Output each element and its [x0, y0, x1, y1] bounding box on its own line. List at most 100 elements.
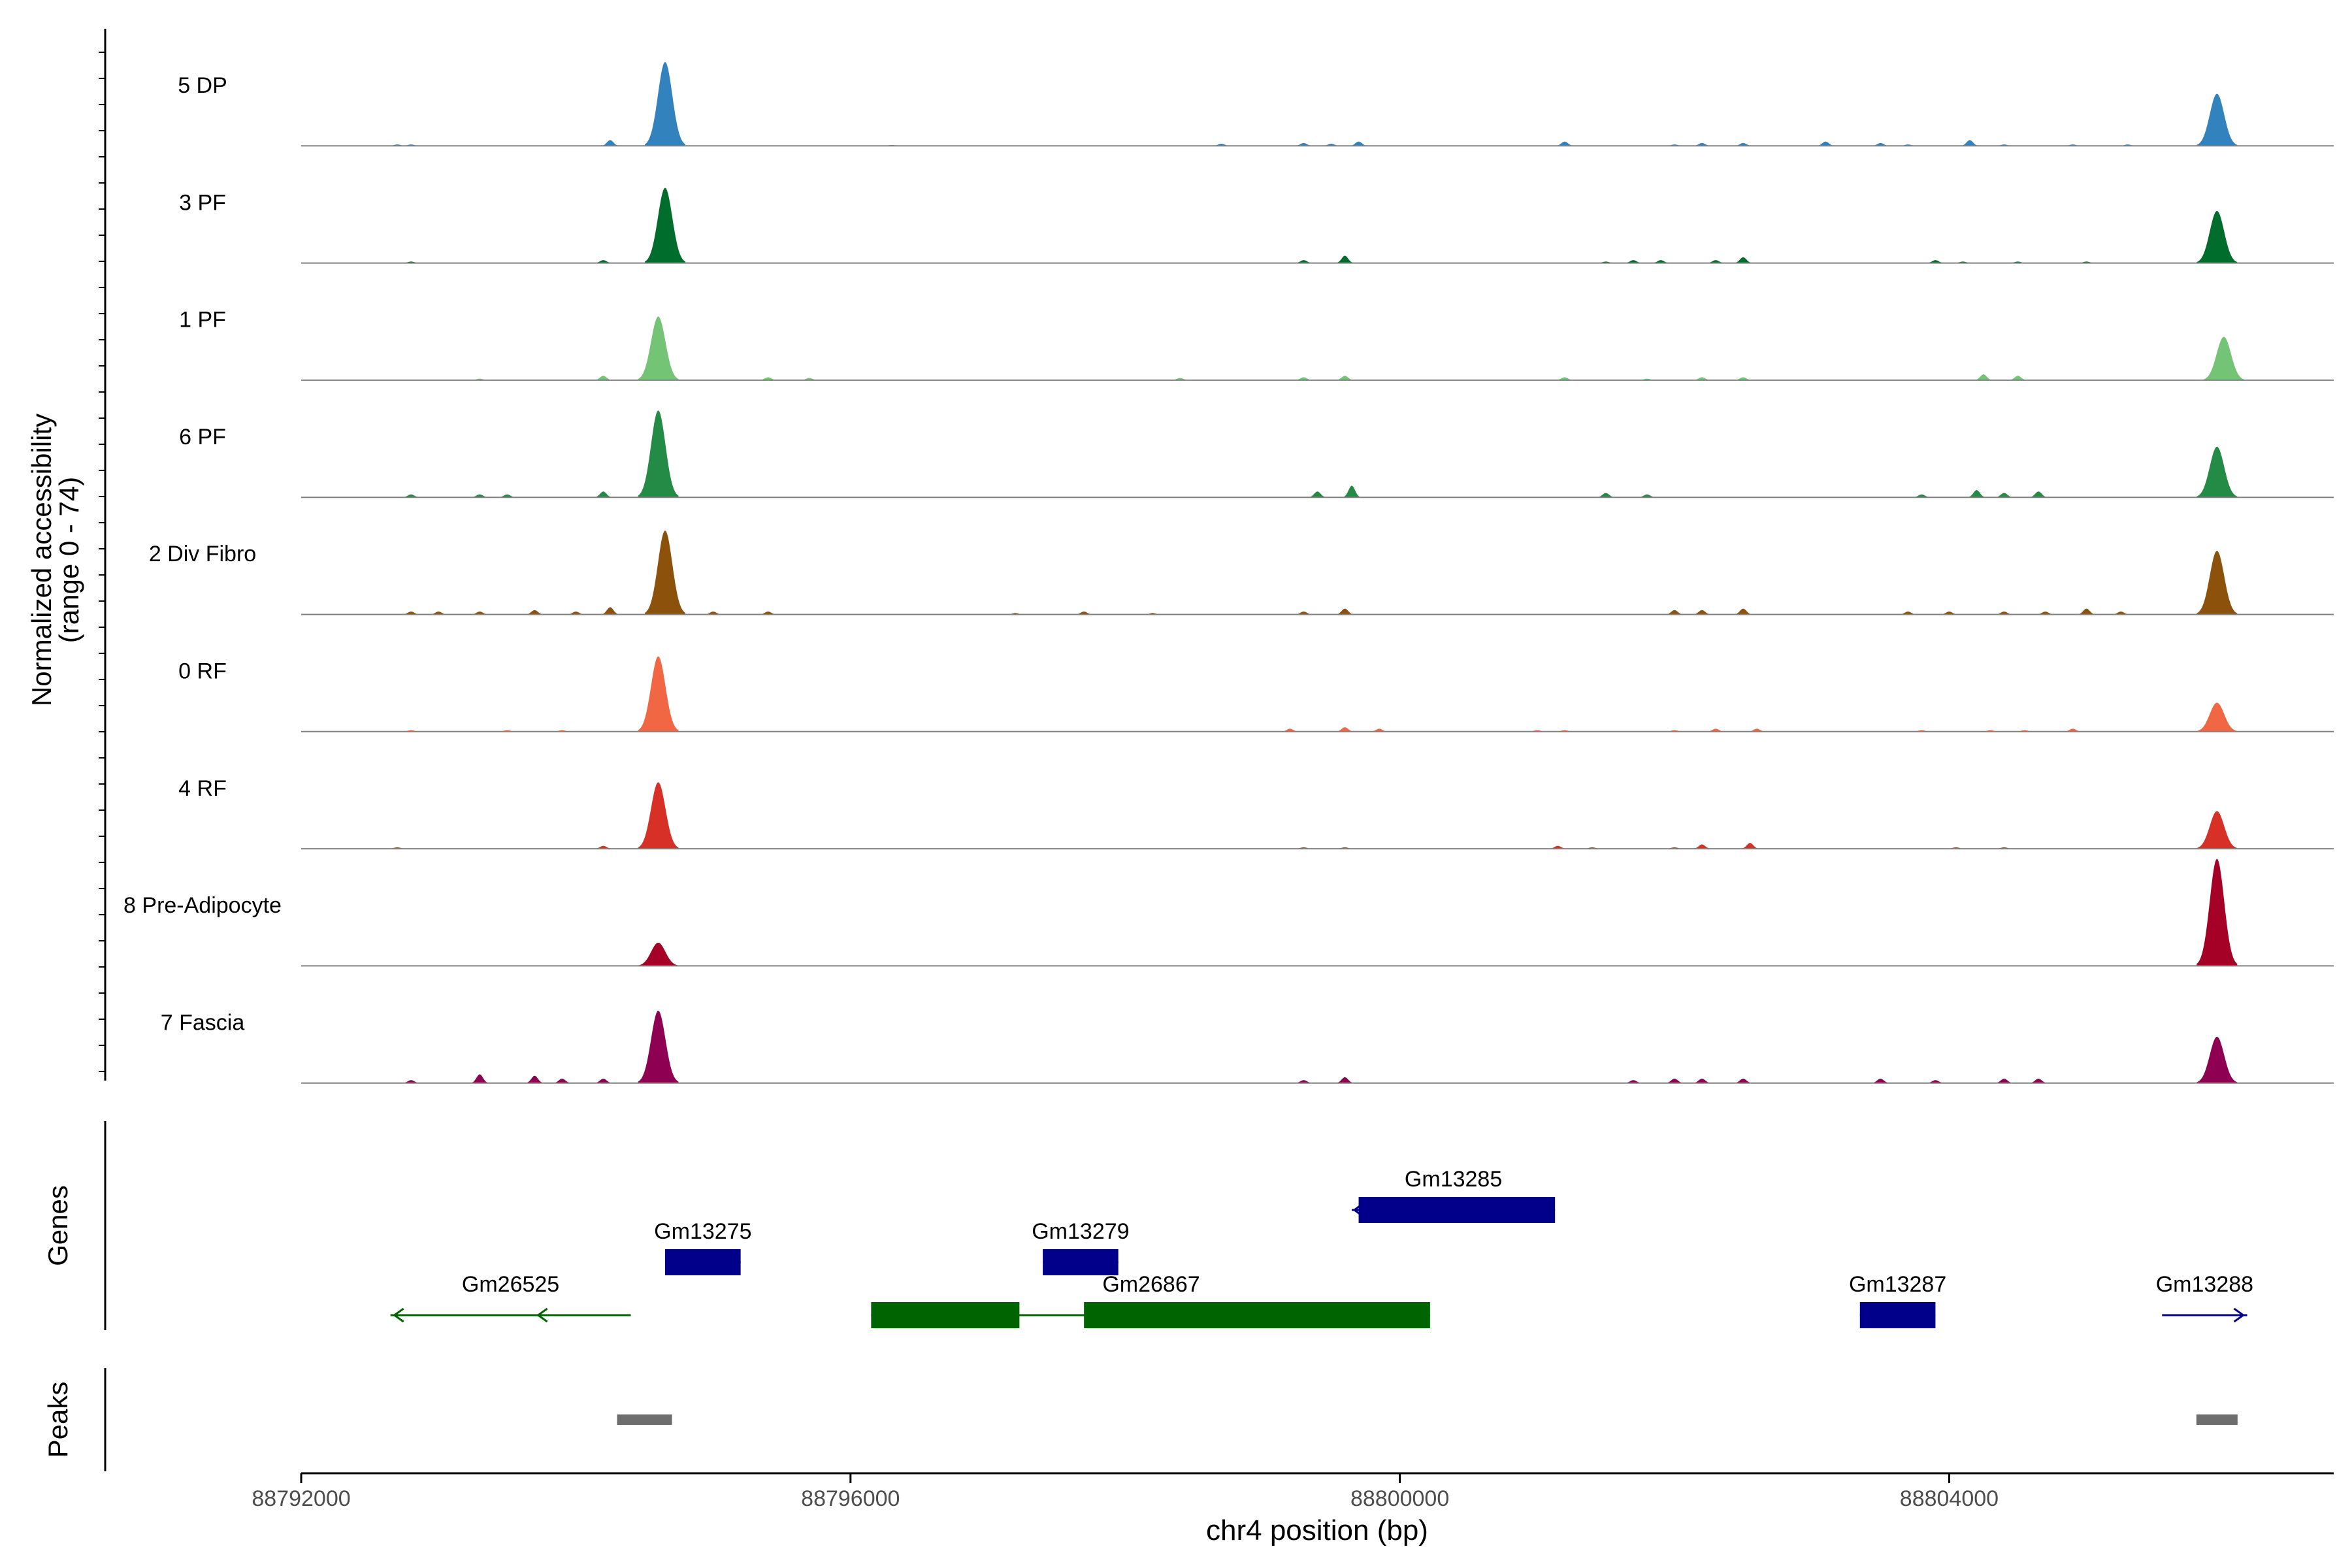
track-peak: [1961, 140, 1978, 146]
track-5: 0 RF: [178, 656, 2334, 732]
peak-region: [617, 1414, 672, 1425]
gene-exon: [1084, 1302, 1430, 1328]
gene-exon: [1358, 1197, 1556, 1223]
track-peak: [595, 260, 612, 263]
track-8: 7 Fascia: [161, 1010, 2334, 1084]
x-axis-label: chr4 position (bp): [1206, 1514, 1428, 1546]
track-peak: [1707, 260, 1725, 263]
track-peak: [1295, 1080, 1313, 1083]
track-peak: [1309, 491, 1326, 498]
track-0: 5 DP: [178, 61, 2334, 147]
track-peak: [471, 494, 489, 498]
track-peak: [1735, 377, 1752, 380]
track-peak: [1995, 493, 2013, 498]
track-peak: [471, 1074, 489, 1083]
track-peak: [602, 140, 619, 146]
track-peak: [1295, 142, 1313, 146]
track-peak: [1343, 485, 1361, 498]
gene-gm13275: Gm13275: [654, 1219, 752, 1275]
track-peak: [1336, 727, 1354, 732]
track-peak: [553, 1079, 571, 1083]
y-axis-label-line1: Normalized accessibility: [26, 414, 57, 706]
gene-exon: [1043, 1249, 1119, 1275]
track-peak: [1872, 1079, 1889, 1083]
track-peak: [2036, 612, 2054, 615]
track-peak: [2197, 811, 2238, 849]
track-peak: [526, 1075, 544, 1083]
track-peak: [1336, 608, 1354, 615]
track-peak: [567, 612, 585, 615]
track-peak: [1625, 1080, 1642, 1083]
track-label: 0 RF: [178, 659, 227, 684]
track-label: 1 PF: [179, 308, 226, 333]
track-peak: [1940, 612, 1958, 615]
x-tick-label: 88796000: [801, 1486, 900, 1511]
track-peak: [2197, 551, 2238, 615]
track-peak: [2078, 608, 2095, 615]
track-peak: [2064, 728, 2082, 732]
y-axis-label-line2: (range 0 - 74): [54, 477, 84, 643]
x-tick-label: 88804000: [1900, 1486, 1999, 1511]
track-peak: [1995, 612, 2013, 615]
track-peak: [1336, 376, 1354, 380]
track-peak: [1281, 728, 1299, 732]
track-peak: [638, 316, 679, 380]
peak-regions: [617, 1414, 2238, 1425]
track-label: 2 Div Fibro: [149, 542, 256, 566]
gene-exon: [1859, 1302, 1936, 1328]
track-peak: [638, 1010, 679, 1083]
track-peak: [402, 612, 420, 615]
peaks-panel-label: Peaks: [42, 1382, 73, 1458]
gene-label: Gm13275: [654, 1219, 751, 1244]
track-peak: [1693, 844, 1711, 849]
track-peak: [1735, 1079, 1752, 1083]
gene-gm13287: Gm13287: [1849, 1272, 1946, 1328]
track-peak: [1899, 612, 1917, 615]
track-peak: [430, 612, 448, 615]
track-peak: [1707, 728, 1725, 732]
track-peak: [704, 612, 722, 615]
strand-arrow: [393, 1307, 404, 1323]
track-peak: [1075, 612, 1093, 615]
track-peak: [1556, 141, 1573, 146]
track-3: 6 PF: [179, 410, 2334, 498]
track-label: 3 PF: [179, 190, 226, 215]
track-peak: [1639, 494, 1656, 498]
track-peak: [1295, 612, 1313, 615]
track-peak: [2009, 376, 2027, 380]
track-6: 4 RF: [178, 776, 2334, 850]
track-label: 6 PF: [179, 425, 226, 449]
track-label: 5 DP: [178, 73, 227, 98]
track-peak: [645, 61, 685, 146]
gene-label: Gm13288: [2156, 1272, 2253, 1297]
x-tick-label: 88792000: [252, 1486, 350, 1511]
gene-gm13288: Gm13288: [2156, 1272, 2253, 1323]
track-peak: [602, 607, 619, 615]
gene-label: Gm13285: [1405, 1167, 1502, 1192]
track-peak: [1652, 260, 1669, 263]
track-peak: [1693, 377, 1711, 380]
track-peak: [638, 782, 679, 849]
track-label: 7 Fascia: [161, 1010, 245, 1035]
gene-label: Gm13287: [1849, 1272, 1946, 1297]
gene-label: Gm26867: [1102, 1272, 1200, 1297]
track-peak: [638, 656, 679, 732]
track-peak: [1336, 1077, 1354, 1083]
track-peak: [2030, 1079, 2048, 1083]
track-peak: [1336, 255, 1354, 263]
track-peak: [1693, 610, 1711, 615]
x-axis-ticks: 88792000 88796000 88800000 88804000: [252, 1473, 1999, 1511]
track-peak: [2197, 702, 2238, 732]
peak-region: [2196, 1414, 2238, 1425]
track-peak: [759, 612, 777, 615]
strand-arrow: [2233, 1307, 2246, 1323]
track-peak: [1735, 608, 1752, 615]
track-peak: [1693, 142, 1711, 146]
track-peak: [1666, 1079, 1683, 1083]
gene-gm26867: Gm26867: [871, 1272, 1430, 1328]
track-peak: [595, 845, 612, 849]
track-peak: [498, 494, 516, 498]
track-label: 8 Pre-Adipocyte: [123, 893, 282, 918]
